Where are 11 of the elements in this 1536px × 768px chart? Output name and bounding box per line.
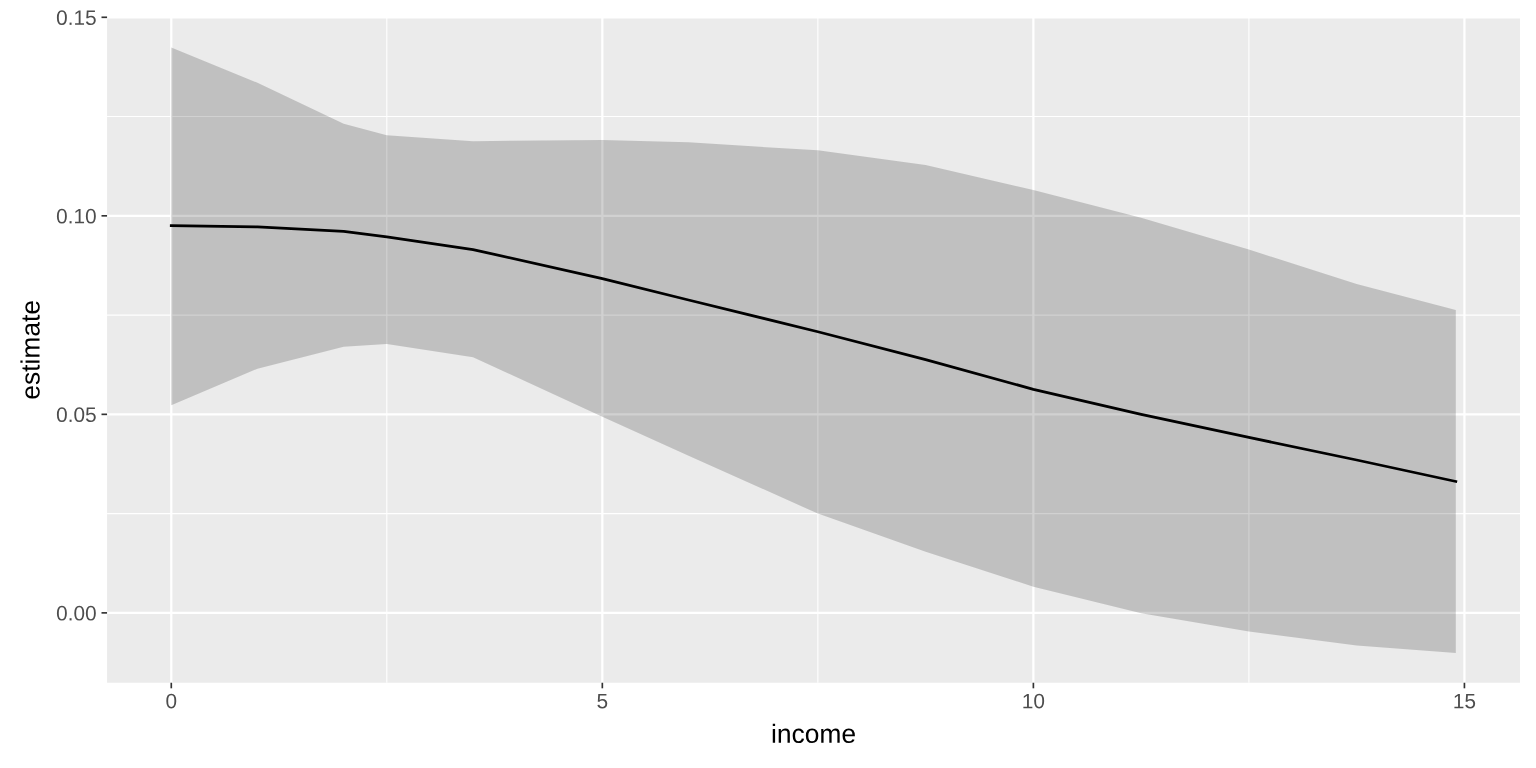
x-tick-label: 10 — [1023, 693, 1045, 709]
y-tick-label: 0.00 — [56, 605, 96, 621]
x-tick-label: 0 — [166, 693, 177, 709]
x-tick-label: 5 — [597, 693, 608, 709]
line-series — [169, 224, 1458, 483]
y-axis-title: estimate — [20, 301, 40, 399]
x-tick-label: 15 — [1454, 693, 1476, 709]
x-axis-title: income — [772, 723, 855, 744]
y-tick-label: 0.05 — [56, 407, 96, 423]
y-tick-label: 0.10 — [56, 208, 96, 224]
y-tick-label: 0.15 — [56, 10, 96, 26]
